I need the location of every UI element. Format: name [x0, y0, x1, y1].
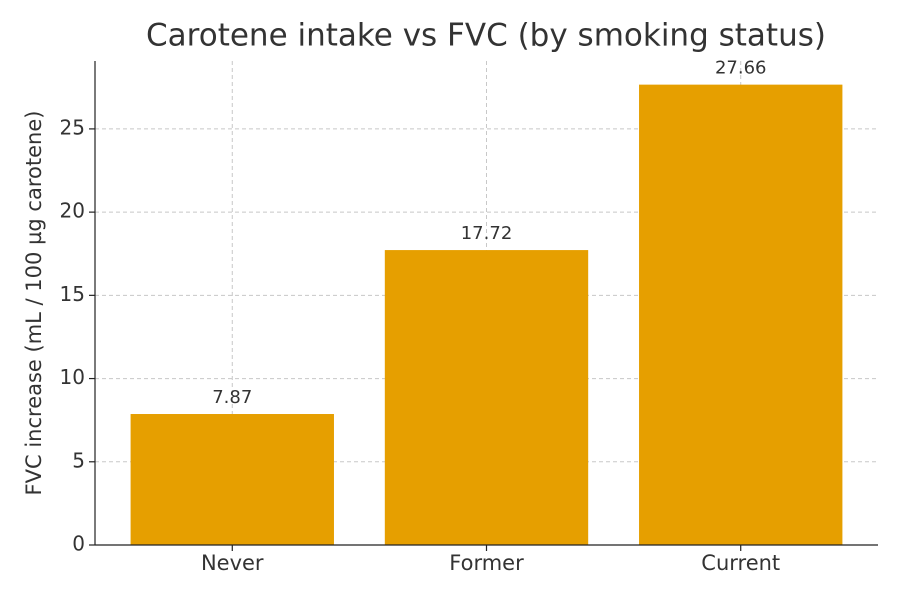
- x-tick-label: Current: [701, 551, 780, 575]
- x-tick-label: Former: [449, 551, 524, 575]
- y-tick-label: 15: [60, 282, 85, 306]
- bars: [130, 84, 843, 546]
- axes: 0 5 10 15 20 25 Never 7.87 Former 17.72 Current 27.…: [60, 58, 878, 575]
- bar: [384, 250, 589, 545]
- value-label: 27.66: [715, 58, 767, 79]
- y-tick-label: 0: [72, 532, 85, 556]
- chart-title: Carotene intake vs FVC (by smoking statu…: [146, 18, 826, 54]
- bar: [639, 84, 843, 546]
- y-axis-label: FVC increase (mL / 100 µg carotene): [22, 111, 46, 496]
- value-label: 7.87: [212, 387, 252, 408]
- y-tick-label: 5: [72, 448, 85, 472]
- y-tick-label: 20: [60, 199, 85, 223]
- bar: [130, 414, 334, 545]
- x-tick-label: Never: [201, 551, 264, 575]
- y-tick-label: 10: [60, 365, 85, 389]
- value-label: 17.72: [461, 223, 513, 244]
- y-tick-label: 25: [60, 115, 85, 139]
